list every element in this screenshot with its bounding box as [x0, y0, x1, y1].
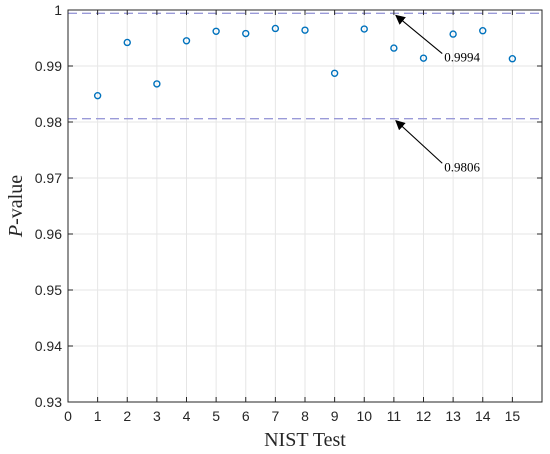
- annotation-label: 0.9994: [444, 50, 480, 65]
- x-tick-label: 4: [183, 408, 191, 424]
- x-axis-label: NIST Test: [264, 429, 346, 451]
- data-point: [182, 37, 191, 45]
- data-point: [479, 27, 487, 35]
- x-tick-label: 8: [301, 408, 309, 424]
- reference-lines: [68, 12, 542, 120]
- x-tick-label: 1: [94, 408, 102, 424]
- y-tick-label: 0.97: [35, 170, 62, 186]
- annotation-arrow: [395, 14, 443, 54]
- y-tick-label: 0.98: [35, 114, 62, 130]
- y-axis-label: P-value: [5, 175, 27, 238]
- y-tick-label: 0.94: [35, 338, 62, 354]
- y-tick-label: 1: [54, 2, 62, 18]
- annotation-arrow: [395, 119, 443, 164]
- data-point: [390, 44, 398, 52]
- data-point: [360, 25, 368, 33]
- data-point: [123, 38, 131, 47]
- data-point: [153, 80, 161, 88]
- data-point: [449, 30, 457, 38]
- x-tick-label: 5: [212, 408, 220, 424]
- data-point: [419, 54, 428, 62]
- y-tick-label: 0.93: [35, 394, 62, 410]
- x-tick-label: 9: [331, 408, 339, 424]
- x-tick-label: 6: [242, 408, 250, 424]
- y-tick-label: 0.96: [35, 226, 62, 242]
- y-axis-label-italic: P: [5, 225, 27, 238]
- grid: [67, 9, 542, 403]
- y-tick-label: 0.99: [35, 58, 62, 74]
- data-point: [301, 26, 309, 34]
- data-point: [242, 29, 250, 38]
- data-point: [212, 27, 220, 35]
- x-tick-label: 10: [356, 408, 372, 424]
- x-tick-label: 0: [64, 408, 72, 424]
- x-tick-label: 14: [475, 408, 491, 424]
- annotation-label: 0.9806: [444, 159, 480, 174]
- x-tick-label: 11: [387, 408, 402, 424]
- data-points: [93, 24, 517, 100]
- x-tick-label: 15: [505, 408, 521, 424]
- x-tick-label: 12: [416, 408, 432, 424]
- data-point: [271, 24, 280, 33]
- y-tick-label: 0.95: [35, 282, 62, 298]
- x-tick-label: 13: [445, 408, 461, 424]
- data-point: [508, 55, 517, 63]
- x-tick-label: 7: [271, 408, 279, 424]
- data-point: [93, 91, 102, 100]
- x-tick-label: 2: [123, 408, 131, 424]
- x-tick-label: 3: [153, 408, 161, 424]
- y-axis-label-rest: -value: [5, 175, 27, 225]
- data-point: [330, 69, 339, 77]
- annotations: 0.9994 0.9806: [395, 14, 480, 174]
- axis-ticks: 0 1 2 3 4 5 6 7 8 9 10 11 12 13 14 150.930.940.950.960.…: [35, 2, 542, 424]
